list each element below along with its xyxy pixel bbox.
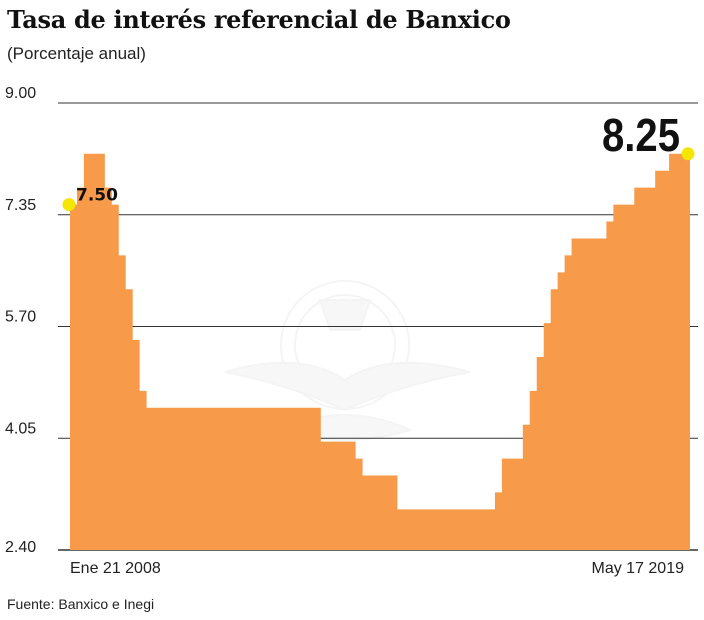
chart-title: Tasa de interés referencial de Banxico <box>7 5 511 34</box>
x-axis-labels: Ene 21 2008 May 17 2019 <box>70 560 684 577</box>
y-tick-label: 7.35 <box>5 197 36 214</box>
y-tick-label: 5.70 <box>5 309 36 326</box>
chart-plot: 9.00 7.35 5.70 4.05 2.40 Ene 21 2008 May 17 2… <box>5 85 698 577</box>
y-tick-label: 2.40 <box>5 539 36 556</box>
rate-area <box>70 153 690 551</box>
end-markers: 7.50 8.25 <box>62 109 695 212</box>
start-marker <box>62 198 76 212</box>
x-label-start: Ene 21 2008 <box>70 560 161 577</box>
chart-source: Fuente: Banxico e Inegi <box>7 596 155 612</box>
y-tick-labels: 9.00 7.35 5.70 4.05 2.40 <box>5 85 36 556</box>
chart-subtitle: (Porcentaje anual) <box>7 44 146 63</box>
y-tick-label: 4.05 <box>5 420 36 437</box>
x-label-end: May 17 2019 <box>591 560 684 577</box>
start-value-label: 7.50 <box>76 186 118 206</box>
end-value-label: 8.25 <box>602 109 680 161</box>
end-marker <box>681 147 695 161</box>
y-tick-label: 9.00 <box>5 85 36 102</box>
